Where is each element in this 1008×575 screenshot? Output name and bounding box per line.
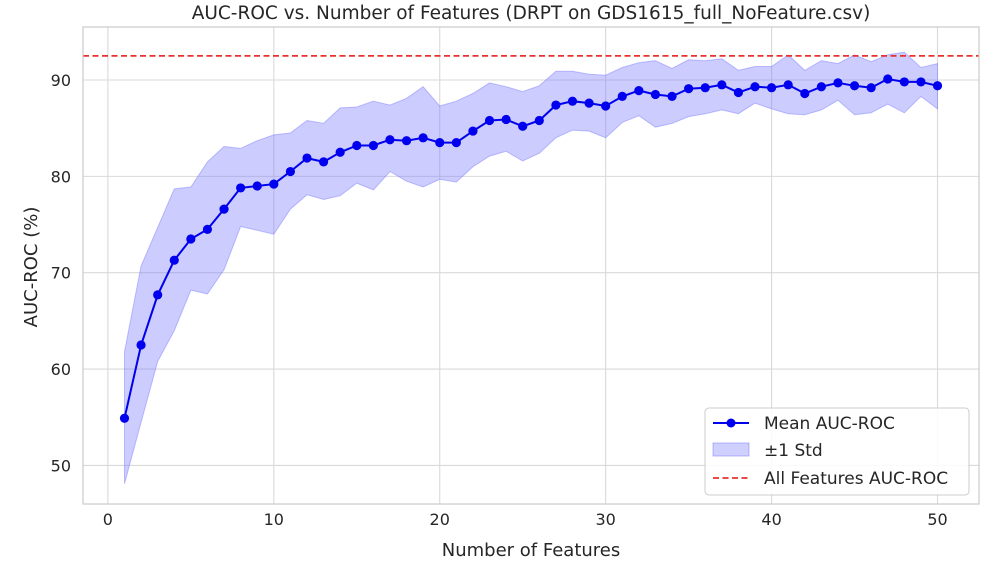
mean-data-point: [153, 290, 163, 300]
x-tick-label: 20: [430, 510, 450, 529]
mean-data-point: [335, 147, 345, 157]
mean-data-point: [368, 140, 378, 151]
mean-data-point: [302, 153, 312, 163]
mean-data-point: [800, 88, 810, 99]
mean-data-point: [435, 138, 445, 148]
x-tick-label: 40: [761, 510, 781, 529]
legend: Mean AUC-ROC ±1 Std All Features AUC-ROC: [704, 407, 970, 496]
mean-data-point: [567, 96, 578, 106]
mean-data-point: [269, 179, 279, 189]
legend-label-std: ±1 Std: [764, 441, 823, 461]
plot-frame: [82, 26, 980, 505]
mean-data-point: [352, 140, 362, 151]
mean-data-point: [202, 224, 213, 234]
mean-data-point: [717, 80, 727, 90]
mean-data-point: [186, 234, 196, 244]
mean-data-point: [684, 84, 694, 94]
mean-data-point: [484, 115, 495, 126]
mean-data-point: [501, 114, 511, 125]
mean-data-point: [833, 78, 843, 88]
mean-data-point: [518, 121, 528, 131]
mean-data-point: [849, 81, 860, 91]
mean-data-point: [617, 91, 627, 101]
mean-data-point: [551, 100, 561, 110]
mean-data-point: [468, 126, 478, 136]
y-tick-label: 60: [51, 360, 71, 379]
y-tick-label: 80: [51, 167, 71, 186]
legend-label-all-features: All Features AUC-ROC: [764, 469, 948, 489]
mean-data-point: [634, 86, 644, 96]
mean-data-point: [401, 136, 412, 146]
mean-data-point: [700, 83, 710, 93]
x-axis-label: Number of Features: [442, 540, 621, 561]
mean-data-point: [916, 77, 926, 87]
x-tick-labels: 0 10 20 30 40 50: [103, 510, 948, 529]
mean-data-point: [650, 89, 661, 100]
legend-label-mean: Mean AUC-ROC: [764, 414, 895, 434]
mean-data-point: [750, 82, 760, 92]
legend-mean-marker-icon: [726, 418, 736, 428]
legend-box: [704, 407, 970, 496]
mean-data-point: [883, 74, 893, 84]
mean-data-point: [899, 77, 909, 87]
mean-data-point: [733, 87, 744, 98]
mean-series: [119, 74, 943, 423]
legend-std-band-icon: [712, 442, 750, 457]
mean-data-point: [252, 181, 262, 191]
mean-data-point: [236, 183, 246, 193]
mean-data-point: [119, 413, 130, 423]
mean-data-point: [318, 157, 329, 167]
mean-data-point: [601, 101, 611, 111]
mean-data-point: [816, 82, 826, 92]
mean-data-point: [866, 83, 876, 93]
mean-data-point: [766, 83, 777, 93]
mean-data-point: [169, 255, 179, 265]
y-tick-label: 50: [51, 456, 71, 475]
mean-data-point: [783, 80, 793, 90]
mean-data-point: [932, 81, 943, 91]
mean-data-point: [285, 166, 296, 177]
y-tick-label: 90: [51, 71, 71, 90]
mean-data-point: [385, 135, 395, 145]
y-tick-labels: 50 60 70 80 90: [51, 71, 71, 475]
mean-data-point: [219, 204, 229, 214]
x-tick-label: 50: [927, 510, 947, 529]
y-axis-label: AUC-ROC (%): [21, 207, 42, 328]
mean-data-point: [136, 340, 146, 350]
chart-title: AUC-ROC vs. Number of Features (DRPT on …: [192, 3, 871, 24]
mean-data-point: [534, 115, 544, 126]
mean-data-point: [667, 91, 677, 101]
x-tick-label: 30: [595, 510, 615, 529]
mean-data-point: [584, 98, 594, 108]
y-tick-label: 70: [51, 264, 71, 283]
mean-data-point: [451, 138, 461, 148]
mean-data-point: [418, 133, 428, 143]
x-tick-label: 0: [103, 510, 113, 529]
x-tick-label: 10: [264, 510, 284, 529]
